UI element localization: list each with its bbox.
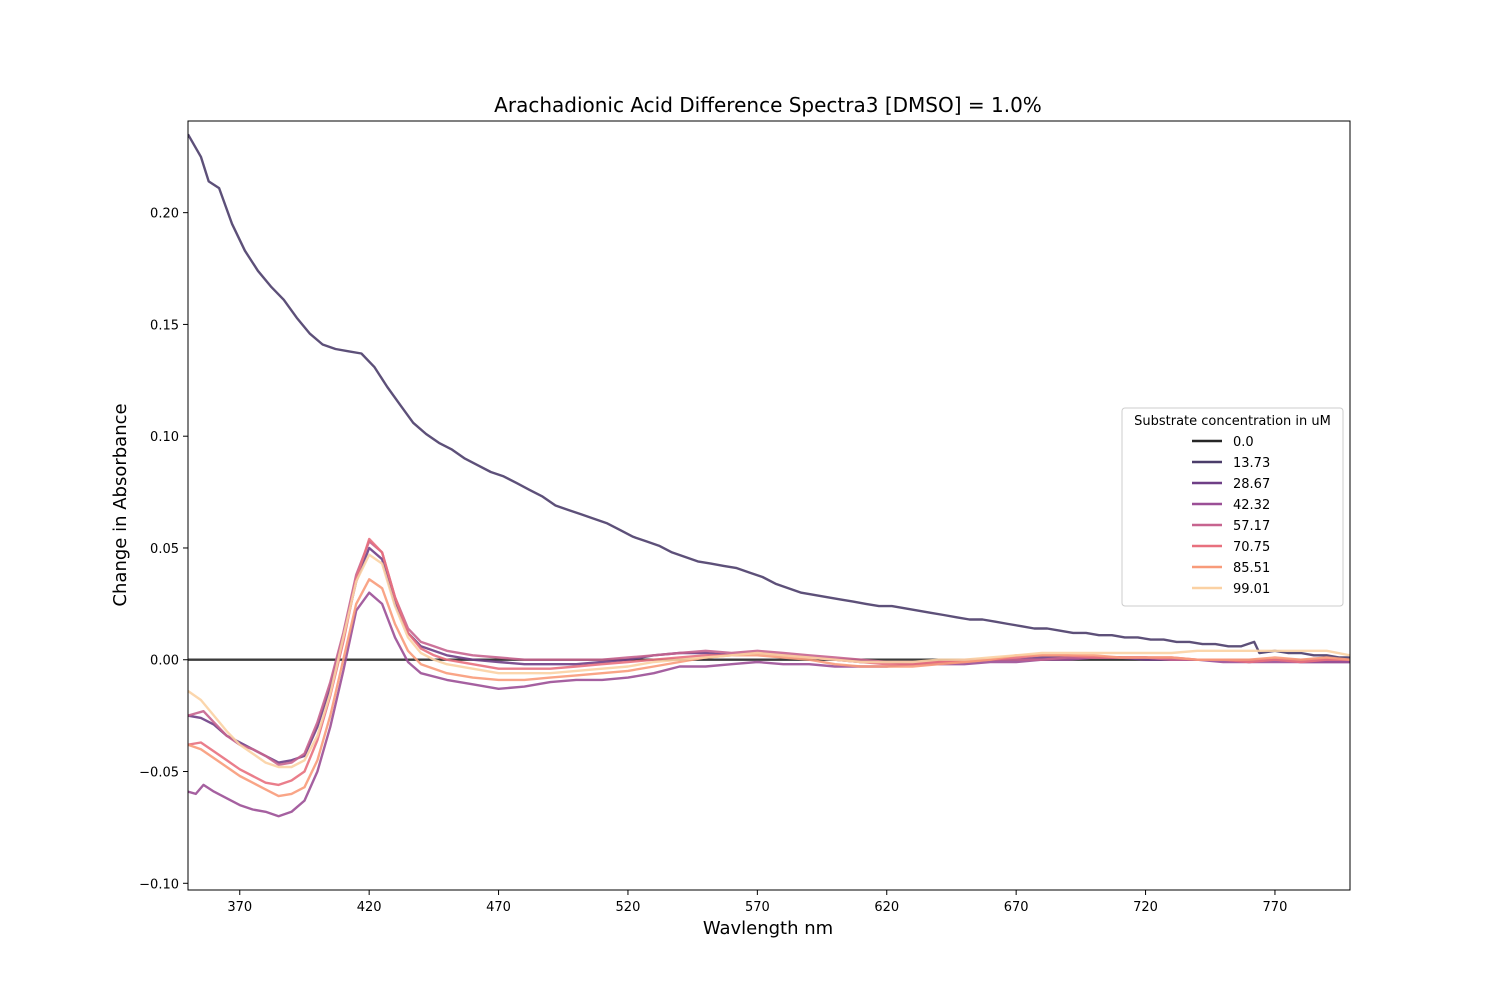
y-tick-label: −0.05 — [139, 766, 179, 781]
series-line-99-01 — [188, 553, 1350, 769]
x-tick-label: 420 — [357, 900, 382, 915]
series-line-13-73 — [188, 133, 1350, 659]
y-axis: −0.10 −0.05 0.00 0.05 0.10 0.15 0.20 — [139, 207, 188, 892]
chart-title: Arachadionic Acid Difference Spectra3 [D… — [494, 93, 1042, 117]
x-tick-label: 470 — [486, 900, 511, 915]
legend-entry-label: 57.17 — [1233, 519, 1270, 534]
y-tick-label: 0.20 — [150, 207, 179, 222]
legend-box — [1121, 407, 1344, 607]
legend-entry-label: 13.73 — [1233, 456, 1270, 471]
x-tick-label: 670 — [1004, 900, 1029, 915]
series-layer — [188, 133, 1350, 818]
legend: Substrate concentration in uM 0.0 13.73 28.… — [1121, 407, 1344, 607]
legend-entry-label: 42.32 — [1233, 498, 1270, 513]
legend-entry-label: 85.51 — [1233, 561, 1270, 576]
y-tick-label: 0.10 — [150, 430, 179, 445]
y-tick-label: −0.10 — [139, 877, 179, 892]
plot-frame — [187, 120, 1351, 891]
x-axis: 370 420 470 520 570 620 670 720 770 — [227, 890, 1287, 915]
x-tick-label: 620 — [874, 900, 899, 915]
y-tick-label: 0.15 — [150, 318, 179, 333]
x-tick-label: 570 — [745, 900, 770, 915]
legend-entry-label: 28.67 — [1233, 477, 1270, 492]
y-tick-label: 0.00 — [150, 654, 179, 669]
series-line-85-51 — [188, 578, 1350, 798]
x-tick-label: 770 — [1263, 900, 1288, 915]
x-tick-label: 720 — [1133, 900, 1158, 915]
legend-title: Substrate concentration in uM — [1134, 414, 1331, 429]
y-axis-label: Change in Absorbance — [110, 403, 131, 606]
legend-entry-label: 70.75 — [1233, 540, 1270, 555]
legend-entry-label: 99.01 — [1233, 582, 1270, 597]
legend-entry-label: 0.0 — [1233, 435, 1254, 450]
y-tick-label: 0.05 — [150, 542, 179, 557]
series-line-42-32 — [188, 591, 1350, 818]
x-tick-label: 520 — [616, 900, 641, 915]
x-axis-label: Wavlength nm — [703, 918, 833, 939]
x-tick-label: 370 — [227, 900, 252, 915]
